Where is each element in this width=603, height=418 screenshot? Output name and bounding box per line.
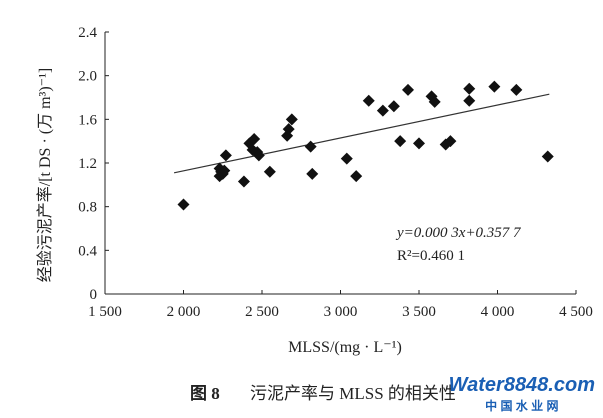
data-point [248, 132, 261, 145]
data-point [252, 149, 265, 162]
x-tick-label: 3 000 [324, 304, 358, 320]
x-axis-label: MLSS/(mg · L⁻¹) [288, 339, 402, 356]
data-point [340, 152, 353, 165]
data-point [306, 167, 319, 180]
data-point [541, 150, 554, 163]
x-tick-label: 1 500 [88, 304, 122, 320]
data-point [350, 170, 363, 183]
data-point [444, 135, 457, 148]
data-point [285, 113, 298, 126]
y-tick-label: 2.4 [78, 25, 97, 41]
y-tick-label: 0.4 [78, 243, 97, 259]
x-tick-label: 4 000 [481, 304, 515, 320]
data-point [362, 94, 375, 107]
data-point [394, 135, 407, 148]
data-point [463, 94, 476, 107]
data-point [177, 198, 190, 211]
r2-label: R²=0.460 1 [397, 248, 465, 264]
data-point [218, 164, 231, 177]
watermark-brand: Water8848.com [448, 374, 595, 396]
watermark-logo: Water8848.com 中 国 水 业 网 [449, 374, 595, 414]
data-point [463, 82, 476, 95]
data-point [282, 123, 295, 136]
y-tick-label: 1.2 [78, 156, 97, 172]
data-point [376, 104, 389, 117]
x-tick-label: 4 500 [559, 304, 593, 320]
trend-line [173, 93, 550, 174]
data-point [387, 100, 400, 113]
data-point [428, 95, 441, 108]
y-tick-label: 2.0 [78, 69, 97, 85]
data-point [413, 137, 425, 150]
data-point [488, 80, 501, 93]
figure-caption: 污泥产率与 MLSS 的相关性 [250, 384, 456, 403]
x-tick-label: 2 000 [167, 304, 201, 320]
data-point [219, 149, 232, 162]
watermark-sub: 中 国 水 业 网 [485, 399, 559, 413]
x-tick-label: 3 500 [402, 304, 436, 320]
y-tick-label: 0 [90, 287, 98, 303]
x-tick-label: 2 500 [245, 304, 279, 320]
data-point [237, 175, 250, 188]
y-axis-label: 经验污泥产率/[t DS · (万 m³)⁻¹] [36, 68, 54, 282]
figure-number: 图 8 [190, 384, 220, 403]
data-point [510, 83, 523, 96]
y-tick-label: 0.8 [78, 200, 97, 216]
data-point [304, 140, 317, 153]
data-point [402, 83, 415, 96]
y-tick-label: 1.6 [78, 112, 97, 128]
equation-label: y=0.000 3x+0.357 7 [395, 225, 522, 241]
data-point [263, 165, 276, 178]
